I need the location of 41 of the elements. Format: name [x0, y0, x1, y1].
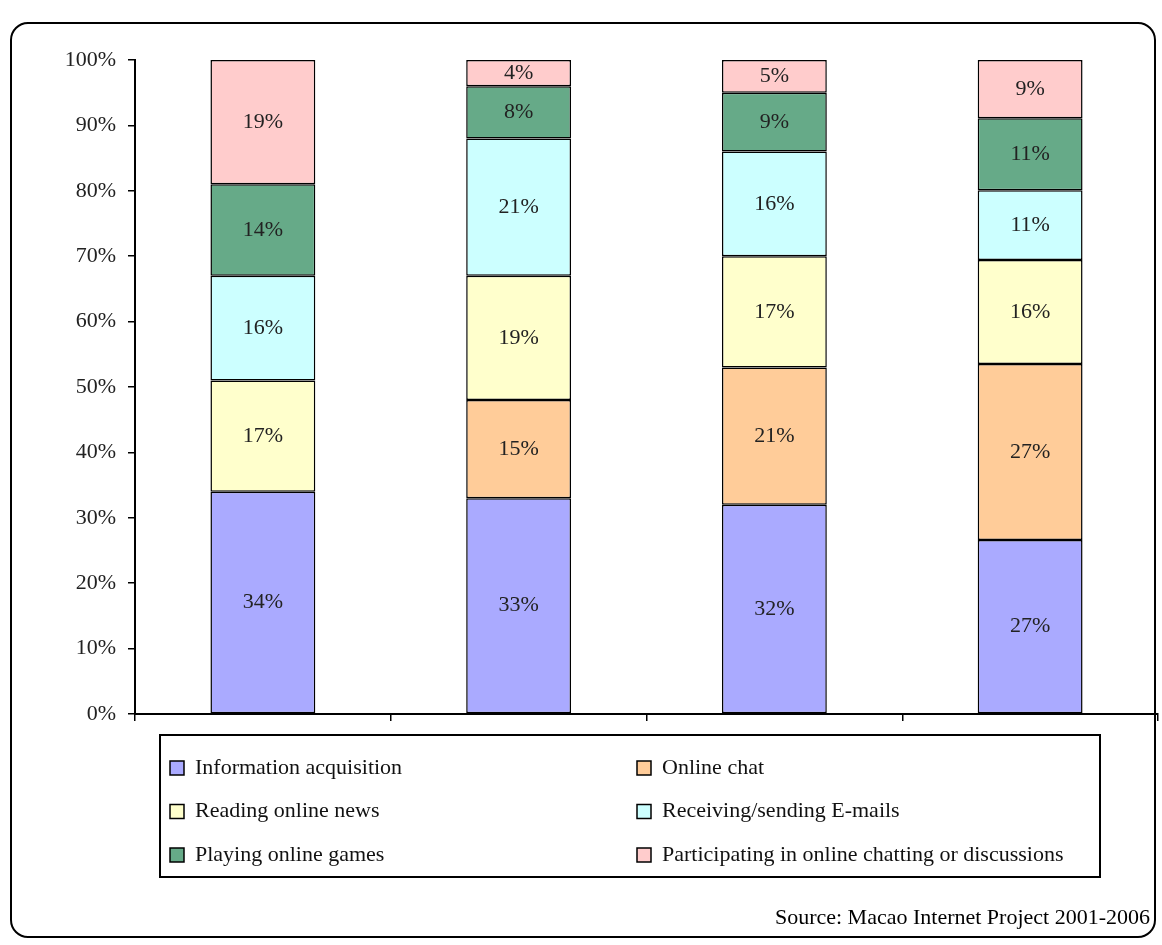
data-label: 21% [498, 192, 539, 218]
data-label: 27% [1009, 437, 1051, 463]
data-label: 14% [242, 215, 284, 241]
data-label: 5% [759, 62, 790, 88]
legend-label: Information acquisition [195, 753, 403, 779]
legend-label: Online chat [662, 753, 765, 779]
y-tick-label: 0% [86, 699, 116, 725]
data-label: 11% [1010, 139, 1050, 165]
data-label: 9% [759, 107, 790, 133]
data-label: 21% [754, 421, 795, 447]
data-label: 32% [754, 594, 795, 620]
data-label: 17% [242, 421, 284, 447]
y-tick-label: 20% [75, 568, 116, 594]
data-label: 27% [1009, 612, 1051, 638]
data-label: 4% [503, 58, 534, 84]
data-label: 17% [754, 297, 795, 323]
data-label: 9% [1015, 74, 1045, 100]
y-tick-label: 60% [75, 307, 116, 333]
data-label: 19% [498, 323, 539, 349]
data-label: 15% [498, 434, 539, 460]
data-label: 8% [503, 98, 534, 124]
y-tick-label: 100% [64, 45, 116, 71]
legend-label: Reading online news [195, 797, 380, 823]
legend-label: Playing online games [195, 840, 385, 866]
y-tick-label: 90% [75, 111, 116, 137]
data-label: 11% [1010, 210, 1050, 236]
y-tick-label: 50% [75, 372, 116, 398]
data-label: 33% [498, 591, 539, 617]
legend-label: Receiving/sending E-mails [662, 797, 900, 823]
data-label: 19% [242, 107, 284, 133]
y-tick-label: 80% [75, 176, 116, 202]
legend-label: Participating in online chatting or discussions [662, 840, 1064, 866]
data-label: 16% [754, 189, 795, 215]
y-tick-label: 70% [75, 241, 116, 267]
y-tick-label: 40% [75, 438, 116, 464]
data-label: 34% [242, 588, 284, 614]
y-tick-label: 30% [75, 503, 116, 529]
data-label: 16% [1009, 297, 1051, 323]
source-note: Source: Macao Internet Project 2001-2006 [774, 903, 1150, 929]
y-tick-label: 10% [75, 634, 116, 660]
data-label: 16% [242, 313, 284, 339]
